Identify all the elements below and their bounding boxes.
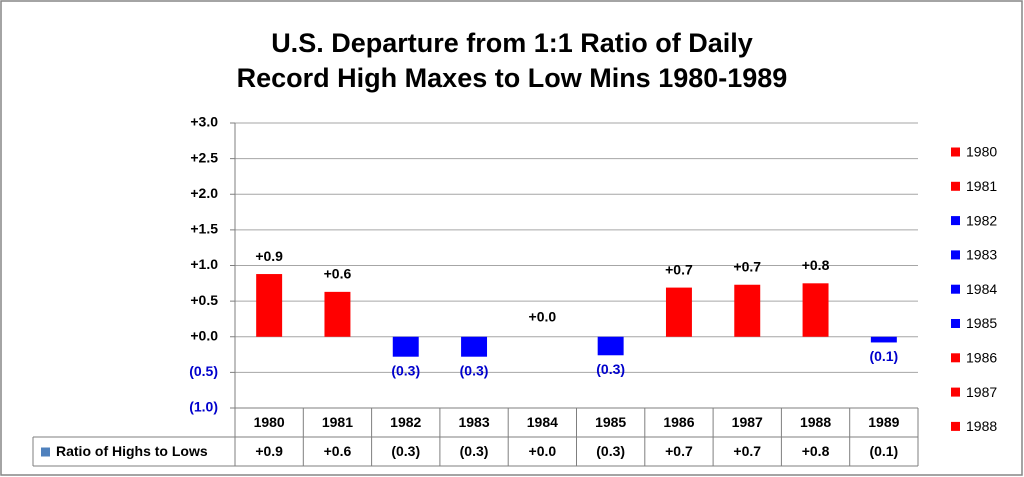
legend-label: 1985	[966, 315, 997, 331]
legend-label: 1981	[966, 178, 997, 194]
y-tick-label: +1.5	[190, 221, 218, 237]
bar	[597, 336, 624, 356]
y-tick-label: +2.5	[190, 149, 218, 165]
x-tick-label: 1982	[390, 414, 421, 430]
y-tick-label: +0.0	[190, 327, 218, 343]
bar	[392, 336, 419, 357]
bar	[802, 283, 829, 337]
y-tick-label: (0.5)	[189, 363, 218, 379]
data-label: (0.3)	[391, 362, 420, 378]
data-label: +0.0	[529, 308, 557, 324]
legend-marker	[951, 181, 960, 191]
legend-marker	[951, 319, 960, 328]
data-label: +0.6	[324, 266, 352, 282]
table-value: (0.1)	[869, 443, 898, 459]
legend-label: 1982	[966, 212, 997, 228]
x-tick-label: 1985	[595, 414, 626, 430]
data-label: (0.3)	[460, 362, 489, 378]
chart-title: Record High Maxes to Low Mins 1980-1989	[237, 63, 788, 93]
bar	[870, 336, 897, 343]
data-label: +0.9	[255, 248, 283, 264]
bar	[734, 284, 761, 337]
legend-label: 1987	[966, 384, 997, 400]
legend-marker	[951, 387, 960, 397]
legend-marker	[951, 284, 960, 294]
legend-label: 1980	[966, 144, 997, 160]
x-tick-label: 1987	[732, 414, 763, 430]
legend-label: 1983	[966, 247, 997, 263]
legend-label: 1984	[966, 281, 997, 297]
x-tick-label: 1986	[663, 414, 694, 430]
legend-marker	[951, 421, 960, 431]
y-tick-label: +2.0	[190, 185, 218, 201]
table-value: +0.9	[255, 443, 283, 459]
table-value: +0.8	[802, 443, 830, 459]
table-series-name: Ratio of Highs to Lows	[56, 443, 208, 459]
bar	[324, 291, 351, 337]
y-tick-label: +0.5	[190, 292, 218, 308]
bar	[461, 336, 488, 357]
table-value: +0.7	[665, 443, 693, 459]
x-tick-label: 1980	[254, 414, 285, 430]
legend-label: 1988	[966, 418, 997, 434]
table-value: (0.3)	[391, 443, 420, 459]
y-tick-label: (1.0)	[189, 399, 218, 415]
x-tick-label: 1983	[458, 414, 489, 430]
data-label: +0.7	[733, 258, 761, 274]
x-tick-label: 1988	[800, 414, 831, 430]
data-label: (0.3)	[596, 361, 625, 377]
data-label: +0.7	[665, 261, 693, 277]
table-value: +0.6	[324, 443, 352, 459]
data-label: (0.1)	[869, 348, 898, 364]
table-value: (0.3)	[460, 443, 489, 459]
chart-title: U.S. Departure from 1:1 Ratio of Daily	[271, 28, 753, 58]
y-tick-label: +3.0	[190, 114, 218, 130]
bar	[665, 287, 692, 337]
table-value: (0.3)	[596, 443, 625, 459]
y-tick-label: +1.0	[190, 256, 218, 272]
legend-marker	[951, 216, 960, 226]
bar	[256, 274, 283, 337]
x-tick-label: 1981	[322, 414, 353, 430]
legend-marker	[951, 250, 960, 260]
x-tick-label: 1989	[868, 414, 899, 430]
data-label: +0.8	[802, 257, 830, 273]
legend-marker	[951, 147, 960, 157]
table-value: +0.7	[733, 443, 761, 459]
table-legend-key	[41, 447, 50, 457]
x-tick-label: 1984	[527, 414, 558, 430]
table-value: +0.0	[529, 443, 557, 459]
legend-label: 1986	[966, 350, 997, 366]
legend-marker	[951, 353, 960, 363]
